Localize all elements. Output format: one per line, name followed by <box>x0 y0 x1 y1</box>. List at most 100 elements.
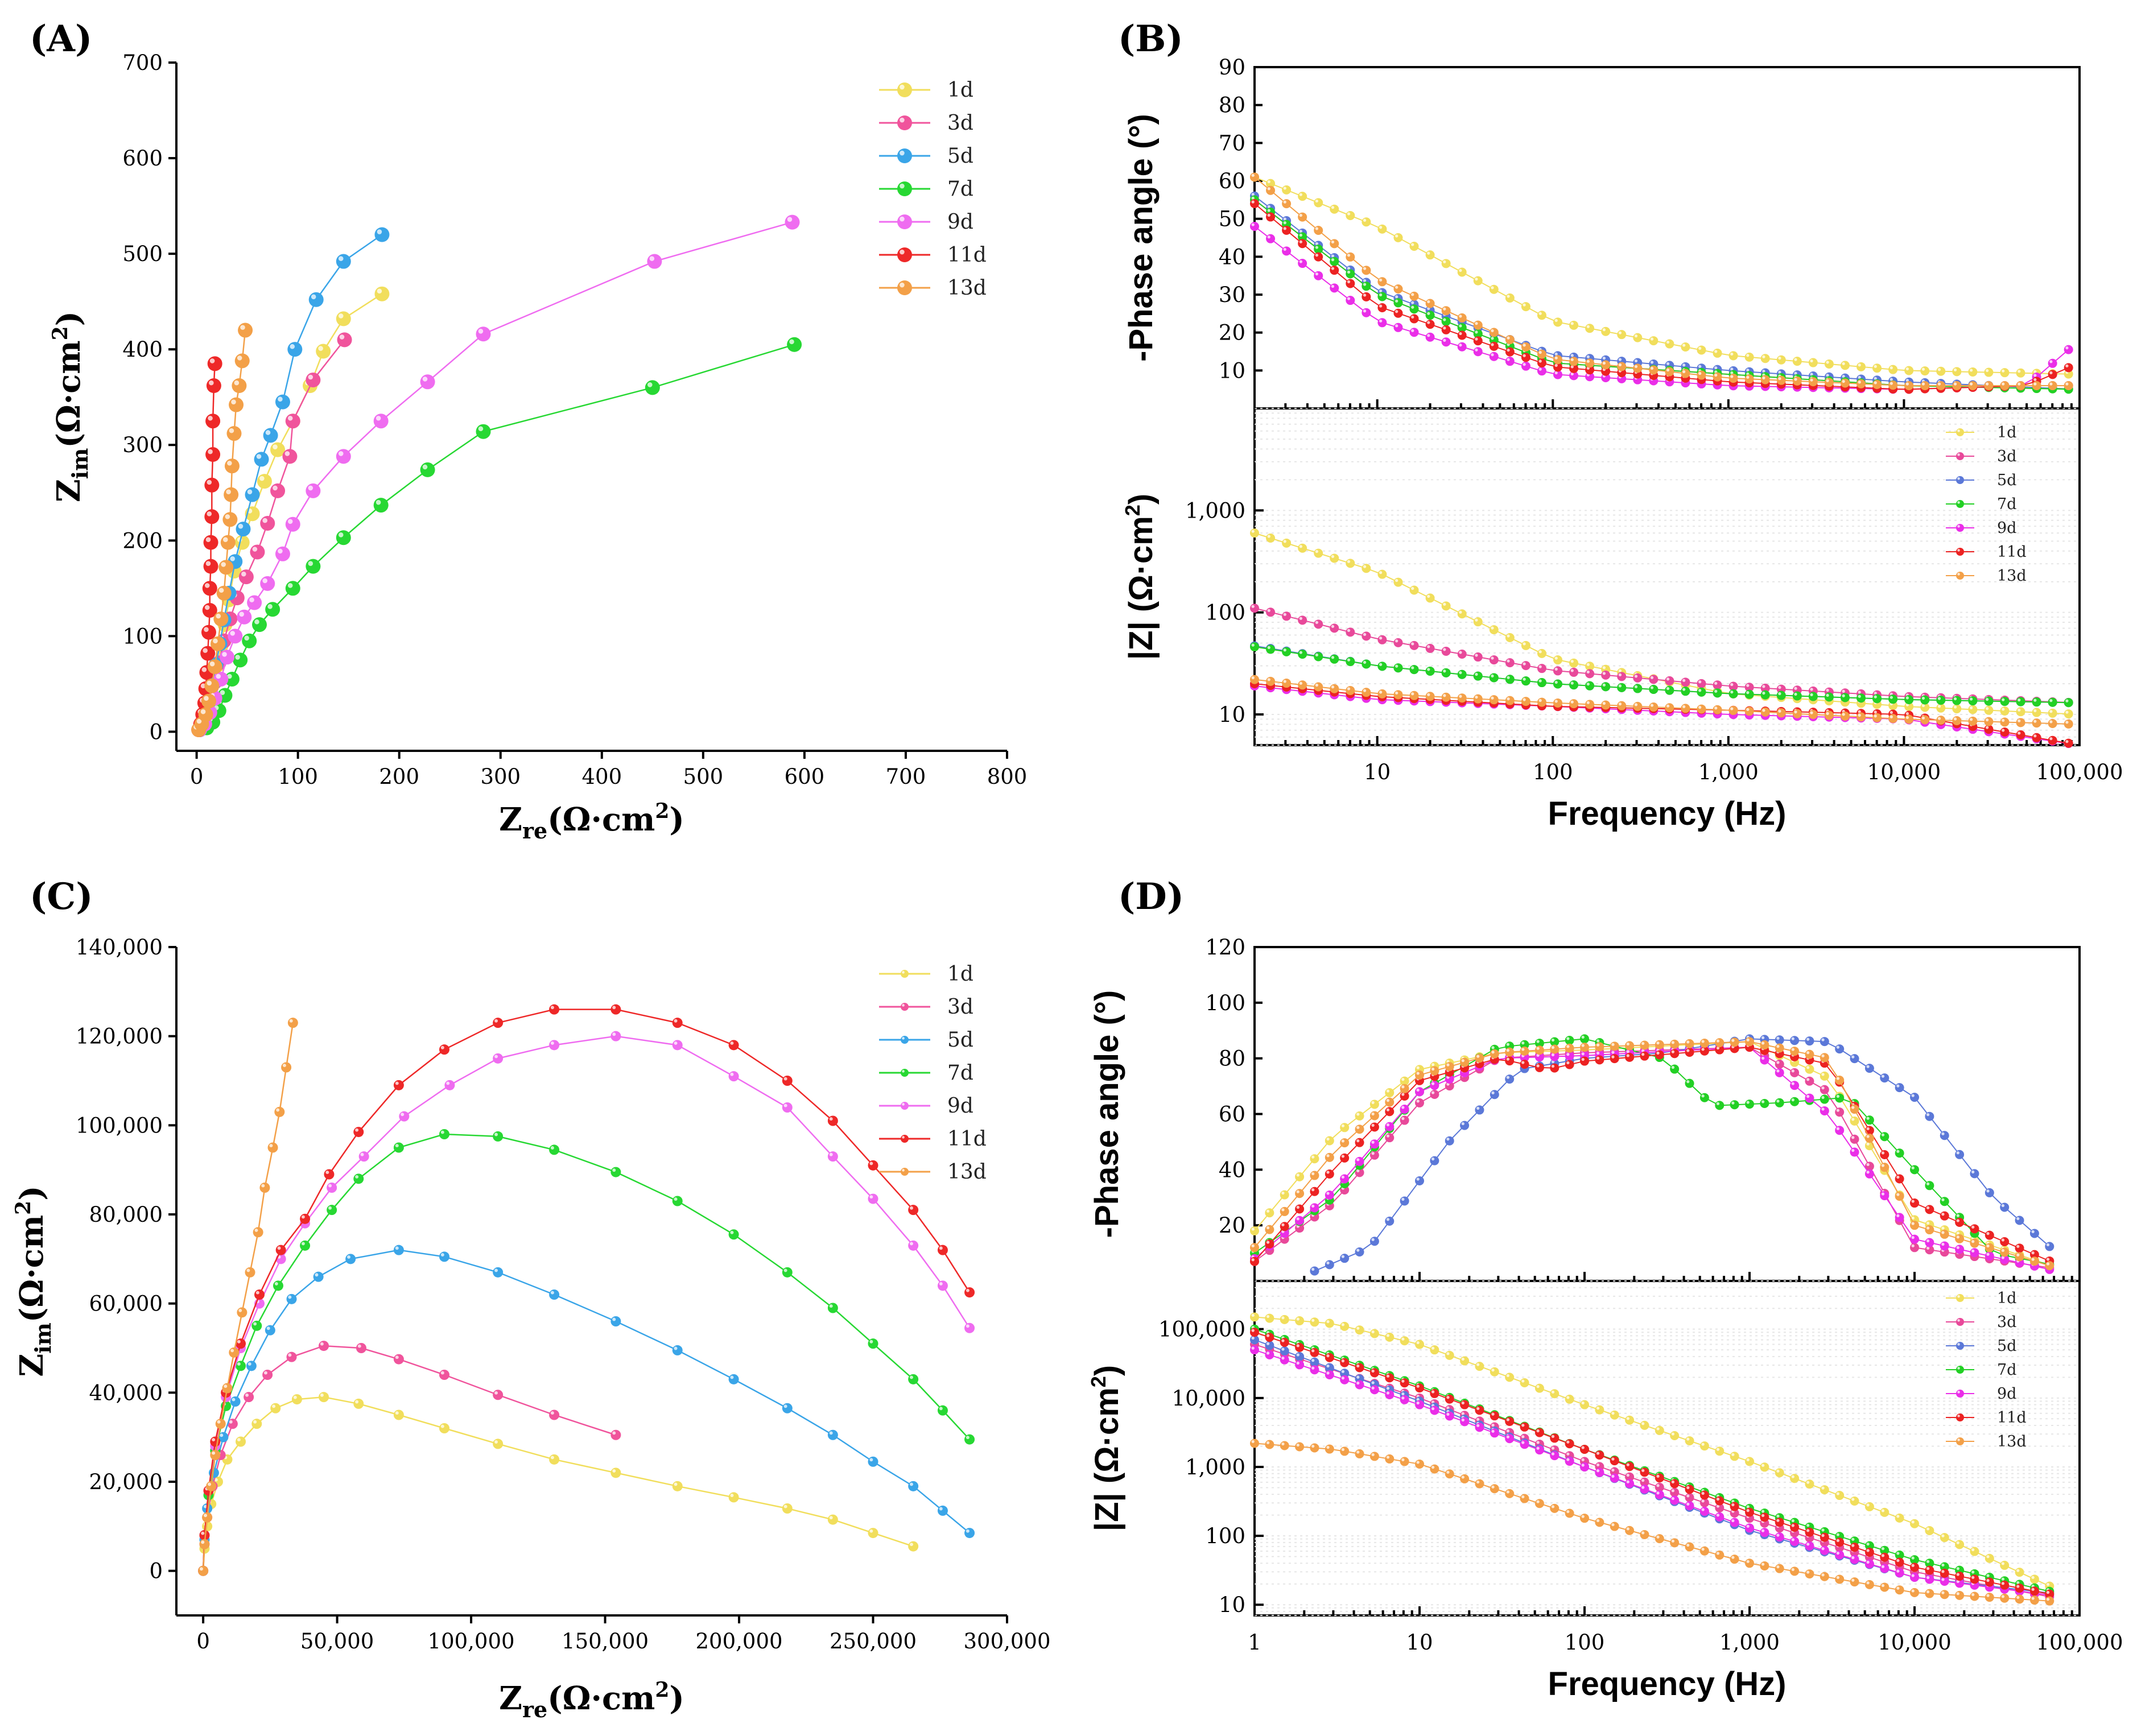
modulus-point-13d <box>1346 685 1355 695</box>
phase-point-7d-highlight <box>1251 196 1255 200</box>
data-point-3d-highlight <box>273 485 278 491</box>
data-point-13d <box>213 611 229 627</box>
panel-c: 0 50,000 100,000 150,000 200,000 250,000 300,0… <box>11 875 1051 1722</box>
x-axis-title: Zre(Ω·cm2) <box>499 799 684 844</box>
y-title-unit: (Ω·cm <box>13 1215 51 1322</box>
phase-point-7d <box>1820 1094 1829 1104</box>
modulus-point-9d-highlight <box>1626 1480 1629 1483</box>
modulus-point-1d <box>1715 1446 1725 1456</box>
modulus-point-1d <box>2029 1574 2039 1584</box>
phase-point-13d-highlight <box>1267 187 1270 191</box>
modulus-point-3d <box>1282 611 1292 621</box>
phase-point-13d-highlight <box>1842 379 1845 383</box>
phase-point-13d-highlight <box>1776 1044 1780 1048</box>
data-point-13d <box>201 693 216 709</box>
data-point-3d-highlight <box>229 1420 233 1424</box>
data-point-11d-highlight <box>201 667 207 672</box>
modulus-point-1d <box>1325 1318 1334 1328</box>
modulus-point-13d-highlight <box>1851 1578 1855 1582</box>
phase-point-7d-highlight <box>1395 299 1398 303</box>
phase-point-5d-highlight <box>1842 374 1845 378</box>
modulus-point-9d-highlight <box>1251 1346 1255 1350</box>
phase-point-5d-highlight <box>1866 1065 1870 1068</box>
phase-point-5d-highlight <box>1586 355 1590 358</box>
data-point-1d-highlight <box>910 1543 913 1547</box>
phase-point-13d <box>2048 381 2057 390</box>
phase-point-5d-highlight <box>1791 1037 1794 1040</box>
data-point-9d <box>476 326 491 342</box>
modulus-point-9d-highlight <box>1701 1508 1705 1511</box>
phase-point-1d <box>1776 355 1786 365</box>
modulus-point-13d <box>1314 682 1323 692</box>
modulus-point-1d-highlight <box>1506 1374 1510 1377</box>
modulus-point-1d-highlight <box>1536 1384 1540 1388</box>
modulus-point-1d-highlight <box>1401 1337 1405 1341</box>
modulus-point-1d <box>1925 1526 1934 1535</box>
modulus-point-13d-highlight <box>1858 713 1861 717</box>
modulus-point-7d-highlight <box>1267 646 1270 650</box>
phase-point-13d-highlight <box>1716 1039 1720 1043</box>
data-point-9d <box>610 1031 621 1041</box>
phase-point-11d-highlight <box>1401 1093 1405 1096</box>
modulus-point-11d <box>1520 1422 1529 1432</box>
x-axis-title: Frequency (Hz) <box>1548 1665 1787 1702</box>
phase-point-9d-highlight <box>1283 247 1286 251</box>
phase-point-1d <box>1681 342 1690 352</box>
phase-point-9d <box>1298 259 1307 268</box>
data-point-13d-highlight <box>225 514 230 519</box>
modulus-point-7d-highlight <box>1761 1510 1765 1513</box>
data-point-13d <box>229 1347 240 1358</box>
data-point-7d-highlight <box>274 1282 278 1286</box>
legend-marker-3d <box>1956 1318 1964 1326</box>
modulus-point-13d <box>1970 1592 1979 1601</box>
phase-point-13d-highlight <box>1874 381 1877 385</box>
phase-point-7d <box>1910 1165 1919 1175</box>
phase-point-11d-highlight <box>1296 1205 1299 1209</box>
phase-point-3d-highlight <box>1356 1169 1360 1173</box>
phase-point-13d <box>1775 1043 1784 1053</box>
phase-point-11d <box>1250 1256 1259 1266</box>
modulus-point-7d-highlight <box>1896 1552 1900 1555</box>
data-point-3d-highlight <box>252 547 258 552</box>
modulus-point-9d <box>1670 1495 1680 1505</box>
data-point-7d <box>251 1320 262 1331</box>
data-point-9d-highlight <box>674 1041 678 1045</box>
data-point-11d-highlight <box>301 1215 305 1219</box>
data-point-7d-highlight <box>338 532 344 538</box>
phase-point-7d-highlight <box>1491 1046 1495 1049</box>
phase-point-3d-highlight <box>1836 1109 1840 1112</box>
modulus-point-11d-highlight <box>1461 1401 1464 1405</box>
legend-marker-11d-highlight <box>1957 549 1960 552</box>
phase-point-1d <box>1553 317 1562 327</box>
phase-point-13d-highlight <box>1698 371 1702 375</box>
modulus-point-7d-highlight <box>1776 1514 1780 1518</box>
modulus-point-13d-highlight <box>1521 1495 1525 1499</box>
data-point-3d <box>393 1354 404 1365</box>
modulus-point-11d <box>1340 1358 1350 1367</box>
modulus-point-7d <box>1441 668 1451 677</box>
modulus-point-11d-highlight <box>1821 1534 1825 1537</box>
modulus-point-3d-highlight <box>1810 688 1813 691</box>
phase-point-5d <box>2029 1229 2039 1238</box>
modulus-point-3d <box>1314 619 1323 629</box>
panel-label-a: (A) <box>30 18 92 60</box>
phase-point-13d <box>1920 381 1930 390</box>
phase-point-7d <box>1730 1100 1739 1110</box>
phase-point-5d <box>1505 1074 1515 1084</box>
phase-point-5d-highlight <box>1826 374 1829 377</box>
modulus-point-1d <box>1362 564 1371 573</box>
x-axis-title: Zre(Ω·cm2) <box>499 1678 684 1722</box>
modulus-point-13d <box>1760 707 1770 717</box>
phase-point-7d-highlight <box>1686 1080 1690 1084</box>
data-point-11d <box>300 1213 311 1224</box>
modulus-point-11d <box>1985 1577 1994 1587</box>
modulus-point-7d-highlight <box>1363 660 1367 664</box>
modulus-point-7d-highlight <box>1911 1556 1915 1560</box>
modulus-point-3d-highlight <box>1714 681 1718 685</box>
modulus-point-1d <box>1655 1425 1664 1435</box>
data-point-3d-highlight <box>287 415 293 421</box>
x-tick-label: 100 <box>1533 760 1573 784</box>
phase-point-1d <box>1633 333 1643 342</box>
modulus-point-3d-highlight <box>1461 1412 1464 1415</box>
phase-point-5d-highlight <box>1476 1106 1480 1110</box>
